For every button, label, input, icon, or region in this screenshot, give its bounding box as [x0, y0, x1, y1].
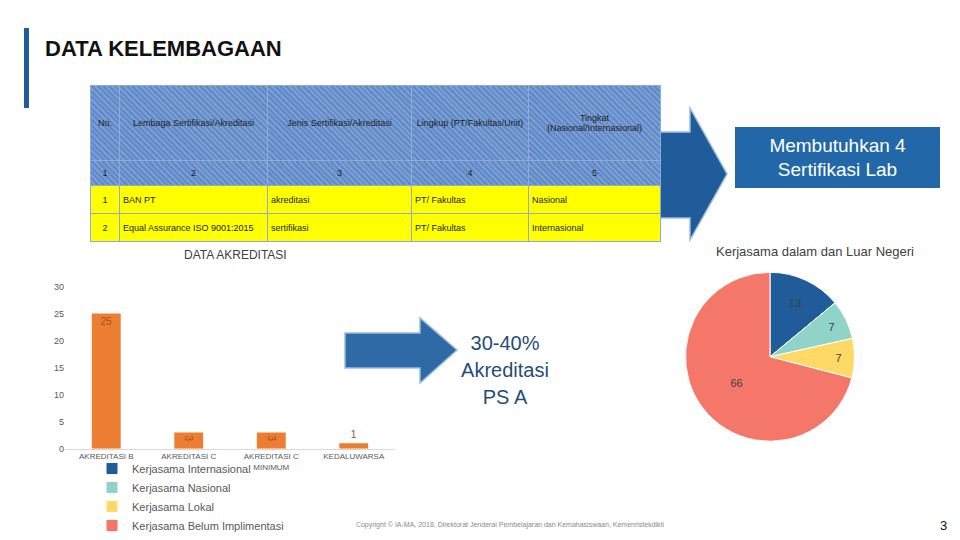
html-text:BAN PT: BAN PT [123, 194, 156, 205]
html-text:3: 3 [337, 168, 342, 178]
html-text:3: 3 [940, 518, 948, 533]
svg-text:3: 3 [183, 436, 194, 442]
svg-text:Kerjasama Lokal: Kerjasama Lokal [132, 501, 214, 513]
html-text:1: 1 [102, 168, 108, 178]
html-text:Lingkup (PT/Fakultas/Unit): Lingkup (PT/Fakultas/Unit) [416, 118, 524, 128]
html-text:No.: No. [98, 118, 112, 128]
svg-text:20: 20 [54, 336, 64, 346]
html-text:PT/ Fakultas: PT/ Fakultas [415, 222, 466, 233]
svg-text:AKREDITASI C: AKREDITASI C [161, 452, 216, 461]
html-text:PS A: PS A [482, 386, 528, 408]
html-text:1: 1 [102, 194, 108, 205]
svg-text:KEDALUWARSA: KEDALUWARSA [323, 452, 385, 461]
svg-text:DATA AKREDITASI: DATA AKREDITASI [184, 248, 287, 262]
html-text:akreditasi: akreditasi [271, 194, 310, 205]
html-text:sertifikasi: sertifikasi [271, 222, 309, 233]
svg-text:Kerjasama Internasional: Kerjasama Internasional [132, 463, 251, 475]
svg-text:Kerjasama dalam dan Luar Neger: Kerjasama dalam dan Luar Negeri [716, 244, 914, 259]
html-text:Jenis Sertifikasi/Akreditasi: Jenis Sertifikasi/Akreditasi [287, 118, 392, 128]
html-text:30-40%: 30-40% [470, 332, 540, 354]
svg-text:10: 10 [54, 390, 64, 400]
html-text:Internasional: Internasional [532, 222, 584, 233]
html-text:5: 5 [592, 168, 597, 178]
svg-text:13: 13 [789, 297, 801, 309]
svg-text:30: 30 [54, 282, 64, 292]
svg-text:7: 7 [835, 352, 841, 364]
html-text:Sertifikasi Lab: Sertifikasi Lab [777, 158, 898, 180]
html-text:Nasional: Nasional [532, 194, 567, 205]
svg-text:25: 25 [100, 316, 112, 327]
svg-text:AKREDITASI B: AKREDITASI B [79, 452, 134, 461]
svg-text:66: 66 [730, 377, 742, 389]
svg-text:Kerjasama Belum Implimentasi: Kerjasama Belum Implimentasi [132, 520, 284, 532]
html-text:2: 2 [191, 168, 196, 178]
html-text:2: 2 [102, 222, 108, 233]
html-text:4: 4 [467, 168, 473, 178]
svg-text:AKREDITASI CMINIMUM: AKREDITASI CMINIMUM [244, 452, 299, 471]
html-text:Membutuhkan 4: Membutuhkan 4 [769, 134, 906, 156]
svg-text:7: 7 [828, 321, 834, 333]
html-text:Tingkat (Nasional/Internasiona: Tingkat (Nasional/Internasional) [547, 113, 642, 133]
svg-text:Kerjasama Nasional: Kerjasama Nasional [132, 482, 230, 494]
svg-text:15: 15 [54, 363, 64, 373]
html-text:Lembaga Sertifikasi/Akreditasi: Lembaga Sertifikasi/Akreditasi [133, 118, 254, 128]
svg-text:3: 3 [266, 436, 277, 442]
html-text:Copyright © IA-MA, 2018, Direk: Copyright © IA-MA, 2018, Direktorat Jend… [355, 521, 665, 528]
html-text:PT/ Fakultas: PT/ Fakultas [415, 194, 466, 205]
svg-text:25: 25 [54, 309, 64, 319]
html-text:DATA KELEMBAGAAN: DATA KELEMBAGAAN [45, 36, 282, 61]
html-text:Akreditasi: Akreditasi [461, 359, 549, 381]
html-text:Equal Assurance ISO 9001:2015: Equal Assurance ISO 9001:2015 [123, 222, 254, 233]
svg-text:0: 0 [59, 444, 64, 454]
svg-text:1: 1 [351, 429, 357, 440]
svg-text:5: 5 [59, 417, 64, 427]
